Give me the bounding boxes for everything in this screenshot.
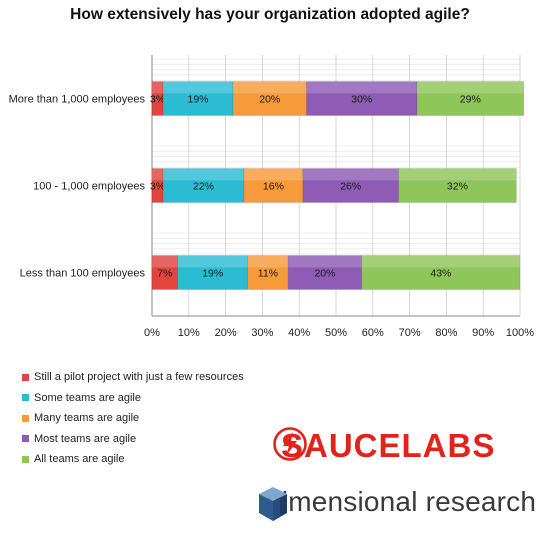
x-tick-label: 100% (506, 327, 534, 339)
category-label: More than 1,000 employees (9, 94, 146, 106)
x-tick-label: 90% (472, 327, 494, 339)
legend-item: Many teams are agile (22, 408, 244, 429)
bar-segment (232, 81, 307, 116)
bar-highlight (247, 255, 289, 268)
x-tick-label: 20% (215, 327, 237, 339)
x-tick-label: 50% (325, 327, 347, 339)
legend-swatch (22, 414, 29, 422)
data-label: 30% (351, 94, 372, 106)
bar-segment (243, 168, 304, 203)
x-tick-label: 60% (362, 327, 384, 339)
saucelabs-wordmark: SAUCELABS (281, 427, 496, 464)
bar-highlight (152, 168, 164, 181)
bar-highlight (302, 168, 399, 181)
saucelabs-logo: SAUCELABS (273, 427, 495, 465)
bar-highlight (361, 255, 520, 268)
data-label: 20% (314, 268, 335, 280)
bar-highlight (232, 81, 307, 94)
category-label: Less than 100 employees (20, 268, 146, 280)
x-tick-label: 40% (288, 327, 310, 339)
bar-segment (151, 255, 179, 290)
legend-label: Many teams are agile (34, 412, 140, 425)
data-label: 22% (193, 181, 214, 193)
chart-legend: Still a pilot project with just a few re… (22, 367, 244, 470)
data-label: 19% (187, 94, 208, 106)
bar-segment (247, 255, 289, 290)
legend-label: Some teams are agile (34, 391, 141, 404)
legend-swatch (22, 373, 29, 381)
bar-highlight (416, 81, 524, 94)
dimensional-wordmark: dimensional research (266, 486, 537, 517)
data-label: 20% (259, 94, 280, 106)
data-label: 29% (460, 94, 481, 106)
bar-segment (416, 81, 524, 116)
legend-label: Most teams are agile (34, 432, 137, 445)
bar-highlight (244, 168, 303, 181)
data-label: 3% (150, 181, 165, 193)
bar-segment (177, 255, 248, 290)
bar-segment (162, 81, 234, 116)
bar-segment (302, 168, 399, 203)
data-label: 3% (150, 94, 165, 106)
legend-swatch (22, 455, 29, 463)
x-tick-label: 10% (178, 327, 200, 339)
x-tick-label: 30% (251, 327, 273, 339)
bar-highlight (288, 255, 362, 268)
legend-swatch (22, 435, 29, 443)
dimensional-research-logo: dimensional research (258, 486, 537, 521)
bar-segment (361, 255, 521, 290)
x-tick-label: 80% (435, 327, 457, 339)
category-label: 100 - 1,000 employees (33, 181, 145, 193)
legend-label: All teams are agile (34, 453, 125, 466)
bar-highlight (177, 255, 248, 268)
bar-highlight (398, 168, 517, 181)
bar-highlight (163, 81, 233, 94)
dimensional-cube-icon (259, 487, 287, 521)
bar-segment (287, 255, 363, 290)
x-tick-label: 0% (144, 327, 160, 339)
data-label: 43% (430, 268, 451, 280)
stacked-bar-chart: 0% 10% 20% 30% 40% 50% 60% 70% 80% 90% 100% More th… (9, 55, 534, 339)
legend-label: Still a pilot project with just a few re… (34, 371, 244, 384)
chart-title: How extensively has your organization ad… (70, 6, 470, 23)
bar-highlight (306, 81, 417, 94)
data-label: 26% (340, 181, 361, 193)
bar-highlight (152, 255, 178, 268)
legend-item: Some teams are agile (22, 388, 244, 409)
data-label: 7% (157, 268, 172, 280)
data-label: 32% (447, 181, 468, 193)
data-label: 11% (258, 268, 278, 280)
legend-swatch (22, 394, 29, 402)
saucelabs-lightning-icon (273, 427, 307, 461)
bar-segment (162, 168, 245, 203)
legend-item: Still a pilot project with just a few re… (22, 367, 244, 388)
data-label: 16% (263, 181, 284, 193)
x-tick-label: 70% (399, 327, 421, 339)
bar-segment (398, 168, 517, 203)
data-label: 19% (202, 268, 223, 280)
legend-item: Most teams are agile (22, 429, 244, 450)
bar-highlight (152, 81, 164, 94)
bar-highlight (163, 168, 244, 181)
legend-item: All teams are agile (22, 449, 244, 470)
